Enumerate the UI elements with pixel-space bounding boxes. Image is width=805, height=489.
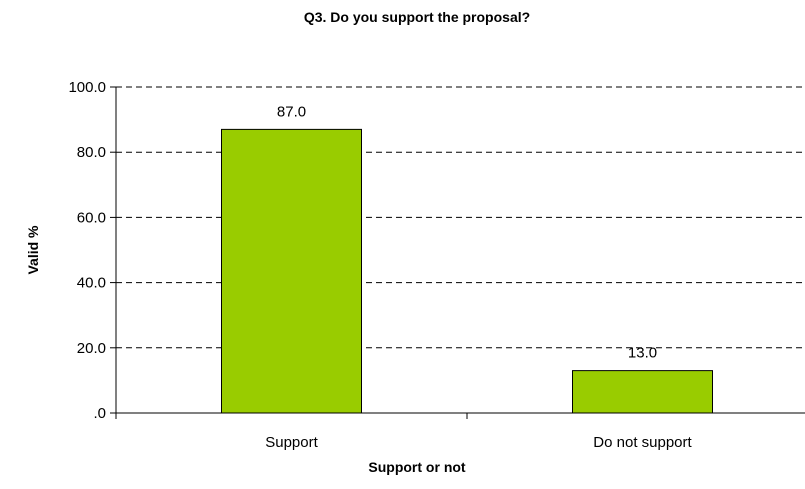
y-tick-label: 20.0	[77, 340, 106, 357]
data-label: 13.0	[628, 345, 657, 362]
y-tick-label: 60.0	[77, 209, 106, 226]
x-ticks: Support Do not support	[115, 413, 693, 451]
bars	[221, 128, 713, 414]
x-axis-title: Support or not	[368, 459, 466, 475]
y-tick-label: 40.0	[77, 275, 106, 292]
y-tick-label: .0	[93, 405, 106, 422]
bar	[572, 370, 713, 414]
y-ticks: .0 20.0 40.0 60.0 80.0 100.0	[68, 79, 116, 422]
bar	[221, 128, 362, 414]
x-tick-label: Support	[265, 434, 318, 451]
gridlines	[116, 86, 805, 349]
y-tick-label: 80.0	[77, 144, 106, 161]
y-tick-label: 100.0	[68, 79, 106, 96]
data-labels: 87.0 13.0	[277, 103, 657, 361]
data-label: 87.0	[277, 103, 306, 120]
x-tick-label: Do not support	[593, 434, 692, 451]
y-axis-title: Valid %	[25, 225, 41, 275]
chart-title: Q3. Do you support the proposal?	[304, 9, 530, 25]
